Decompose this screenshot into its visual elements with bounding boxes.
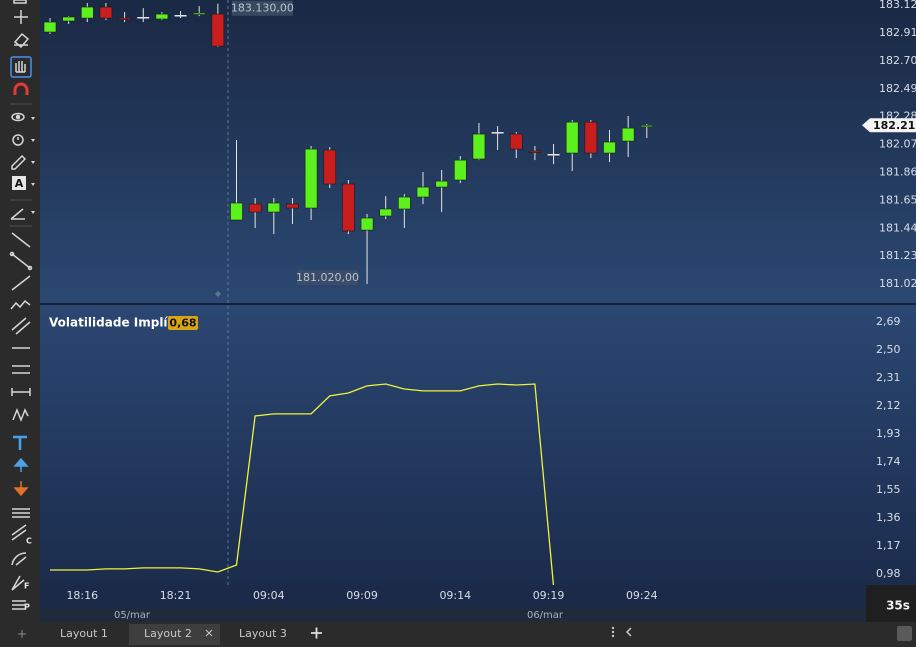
tab[interactable]: Layout 2 bbox=[144, 627, 192, 640]
x-tick-label: 09:14 bbox=[439, 589, 471, 602]
candle-body bbox=[286, 203, 299, 209]
date-axis bbox=[40, 607, 866, 622]
candle-body bbox=[118, 17, 131, 20]
y-tick-label: 183.120 bbox=[879, 0, 916, 11]
collapse[interactable] bbox=[625, 627, 632, 637]
x-tick-label: 18:16 bbox=[66, 589, 98, 602]
candle-body bbox=[342, 183, 355, 232]
candle-body bbox=[584, 121, 598, 154]
y-tick-label: 1,36 bbox=[876, 511, 901, 524]
candle-body bbox=[43, 21, 57, 33]
corner-button[interactable] bbox=[897, 626, 912, 641]
indicator-pane bbox=[40, 305, 916, 587]
y-tick-label: 1,74 bbox=[876, 455, 901, 468]
y-tick-label: 2,31 bbox=[876, 371, 901, 384]
dropdown-arrows bbox=[31, 117, 35, 214]
candle-body bbox=[603, 141, 616, 154]
candle-body bbox=[453, 159, 467, 181]
y-tick-label: 181.440 bbox=[879, 221, 916, 234]
y-tick-label: 182.910 bbox=[879, 26, 916, 39]
y-tick-label: 181.860 bbox=[879, 165, 916, 178]
crosshair-dot bbox=[215, 291, 221, 297]
candle-body bbox=[304, 148, 318, 209]
toolbar-icons[interactable] bbox=[9, 0, 33, 610]
candle-body bbox=[640, 124, 654, 128]
y-tick-label: 0,98 bbox=[876, 567, 901, 580]
y-tick-label: 2,50 bbox=[876, 343, 901, 356]
candle-body bbox=[621, 127, 635, 142]
menu-icon[interactable] bbox=[611, 626, 615, 638]
y-tick-label: 182.490 bbox=[879, 82, 916, 95]
tab[interactable]: Layout 3 bbox=[239, 627, 287, 640]
y-tick-label: 2,12 bbox=[876, 399, 901, 412]
candle-body bbox=[192, 12, 206, 15]
text-tool[interactable] bbox=[12, 176, 26, 190]
y-tick-label: 182.700 bbox=[879, 54, 916, 67]
x-tick-label: 09:09 bbox=[346, 589, 378, 602]
candle-body bbox=[248, 203, 262, 213]
x-tick-label: 18:21 bbox=[160, 589, 192, 602]
x-tick-label: 09:19 bbox=[533, 589, 565, 602]
price-annotation-box bbox=[297, 270, 359, 286]
date-label: 05/mar bbox=[114, 610, 151, 621]
toolbar-letter: F bbox=[24, 582, 29, 591]
candle-body bbox=[491, 132, 504, 134]
candle-body bbox=[547, 153, 560, 156]
price-annotation-box bbox=[231, 0, 293, 16]
x-tick-label: 09:04 bbox=[253, 589, 285, 602]
candle-body bbox=[379, 208, 393, 217]
y-tick-label: 181.230 bbox=[879, 249, 916, 262]
candle-body bbox=[155, 13, 169, 20]
close-tab[interactable] bbox=[205, 629, 213, 637]
active-tab[interactable] bbox=[129, 624, 220, 645]
candle-body bbox=[99, 6, 113, 19]
candle-body bbox=[211, 13, 225, 47]
candle-body bbox=[416, 186, 430, 198]
date-label: 06/mar bbox=[527, 610, 564, 621]
y-tick-label: 182.070 bbox=[879, 138, 916, 151]
toolbar-letter: A bbox=[15, 177, 24, 190]
candle-body bbox=[360, 217, 374, 231]
y-tick-label: 2,69 bbox=[876, 315, 901, 328]
candle-body bbox=[323, 149, 337, 185]
candle-body bbox=[267, 202, 281, 213]
last-price-tag bbox=[862, 118, 916, 133]
candle-body bbox=[62, 16, 75, 22]
y-tick-label: 181.020 bbox=[879, 277, 916, 290]
candle-body bbox=[81, 6, 94, 19]
time-axis bbox=[40, 585, 866, 607]
refresh-timer: 35s bbox=[886, 599, 910, 613]
pane-divider bbox=[40, 303, 916, 305]
candle-body bbox=[472, 133, 486, 160]
toolbar-letter: C bbox=[26, 537, 32, 546]
indicator-value: 0,68 bbox=[169, 317, 196, 330]
indicator-line bbox=[50, 383, 555, 585]
candle-body bbox=[528, 150, 542, 153]
timer-box bbox=[866, 585, 916, 622]
candle-body bbox=[174, 15, 187, 17]
candle-body bbox=[565, 121, 579, 154]
toolbar-letter: P bbox=[24, 603, 30, 612]
candle-body bbox=[137, 17, 150, 19]
indicator-title: Volatilidade Implícita bbox=[49, 316, 193, 330]
x-tick-label: 09:24 bbox=[626, 589, 658, 602]
price-annotation: 181.020,00 bbox=[296, 271, 359, 284]
y-tick-label: 1,55 bbox=[876, 483, 901, 496]
indicator-badge bbox=[168, 316, 198, 330]
y-tick-label: 181.650 bbox=[879, 193, 916, 206]
candle-body bbox=[230, 202, 243, 221]
last-price: 182.215 bbox=[873, 119, 916, 132]
candle-body bbox=[435, 180, 448, 188]
candle-body bbox=[509, 133, 523, 150]
price-annotation: 183.130,00 bbox=[231, 2, 294, 15]
add-icon[interactable] bbox=[18, 630, 26, 638]
y-tick-label: 1,17 bbox=[876, 539, 901, 552]
new-tab[interactable] bbox=[311, 627, 322, 639]
y-tick-label: 1,93 bbox=[876, 427, 901, 440]
tab[interactable]: Layout 1 bbox=[60, 627, 108, 640]
candle-body bbox=[398, 196, 411, 210]
